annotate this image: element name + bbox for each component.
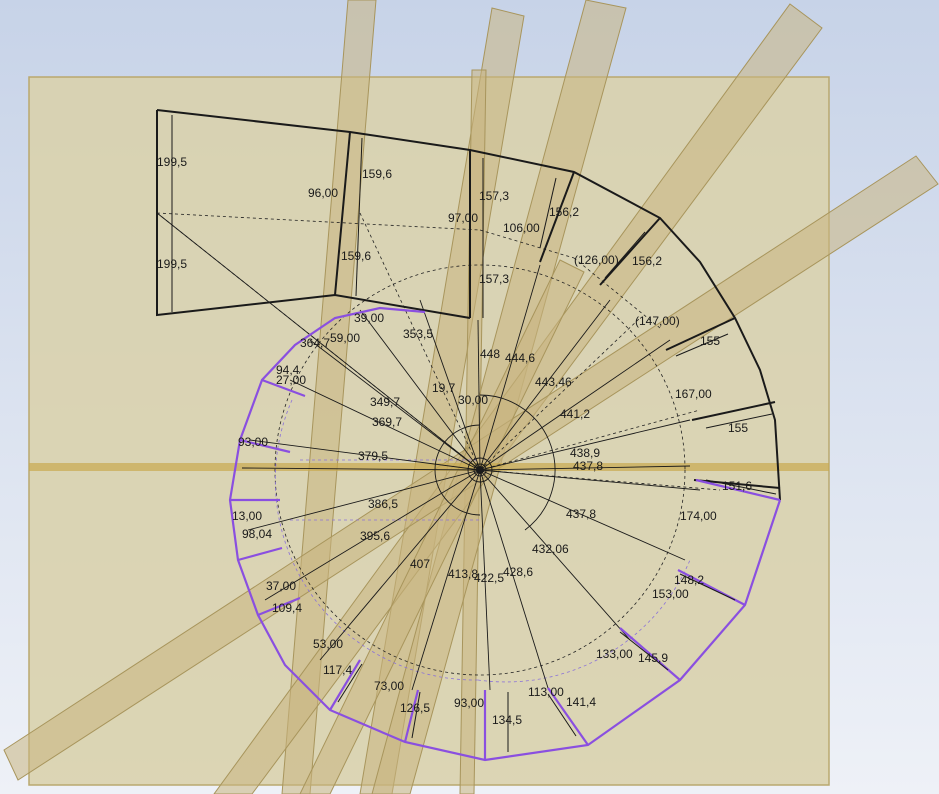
dimension-arrows [171, 115, 777, 752]
dimension-label[interactable]: 53,00 [313, 637, 343, 651]
dimension-label[interactable]: 157,3 [479, 189, 509, 203]
dimension-label[interactable]: 93,00 [454, 696, 484, 710]
dimension-label[interactable]: 167,00 [675, 387, 712, 401]
dimension-label[interactable]: 199,5 [157, 257, 187, 271]
dimension-label[interactable]: 199,5 [157, 155, 187, 169]
stringer-plane[interactable] [299, 259, 585, 794]
dimension-label[interactable]: 106,00 [503, 221, 540, 235]
dimension-label[interactable]: 159,6 [341, 249, 371, 263]
dimension-label[interactable]: 448 [480, 347, 500, 361]
dimension-label[interactable]: 59,00 [330, 331, 360, 345]
dimension-label[interactable]: 13,00 [232, 509, 262, 523]
work-axis-band [29, 463, 829, 471]
dimension-label[interactable]: 379,5 [358, 449, 388, 463]
stringer-plane[interactable] [281, 0, 377, 794]
stair-center-point[interactable] [476, 466, 484, 474]
dimension-label[interactable]: 422,5 [474, 571, 504, 585]
dimension-label[interactable]: 364,7 [300, 336, 330, 350]
dimension-label[interactable]: 437,8 [566, 507, 596, 521]
dimension-label[interactable]: (147,00) [635, 314, 680, 328]
dimension-label[interactable]: 30,00 [458, 393, 488, 407]
dimension-label[interactable]: 93,00 [238, 435, 268, 449]
dimension-label[interactable]: 126,5 [400, 701, 430, 715]
dimension-label[interactable]: 159,6 [362, 167, 392, 181]
dimension-label[interactable]: 432,06 [532, 542, 569, 556]
dimension-label[interactable]: 428,6 [503, 565, 533, 579]
dimension-label[interactable]: 145,9 [638, 651, 668, 665]
dimension-label[interactable]: 27,00 [276, 373, 306, 387]
dimension-label[interactable]: 353,5 [403, 327, 433, 341]
dimension-label[interactable]: 407 [410, 557, 430, 571]
dimension-label[interactable]: 349,7 [370, 395, 400, 409]
dimension-label[interactable]: 94,4 [276, 363, 300, 377]
dimension-label[interactable]: 155 [728, 421, 748, 435]
dimension-label[interactable]: 96,00 [308, 186, 338, 200]
dimension-label[interactable]: 386,5 [368, 497, 398, 511]
purple-construction [274, 399, 691, 683]
dimension-label[interactable]: 155 [700, 334, 720, 348]
dimension-label[interactable]: 113,00 [528, 685, 564, 699]
dimension-label[interactable]: 19,7 [432, 381, 456, 395]
dimension-label[interactable]: 141,4 [566, 695, 596, 709]
dimension-label[interactable]: 134,5 [492, 713, 522, 727]
dimension-label[interactable]: 413,8 [448, 567, 478, 581]
dimension-label[interactable]: 437,8 [573, 459, 603, 473]
dimension-label[interactable]: 369,7 [372, 415, 402, 429]
dimension-label[interactable]: (126,00) [574, 253, 619, 267]
radial-dimension-lines [156, 212, 701, 691]
dimension-label[interactable]: 37,00 [266, 579, 296, 593]
dimension-label[interactable]: 153,00 [652, 587, 689, 601]
dimension-label[interactable]: 157,3 [479, 272, 509, 286]
dimension-label[interactable]: 148,2 [674, 573, 704, 587]
dimension-label[interactable]: 117,4 [323, 663, 352, 677]
dimension-label[interactable]: 109,4 [272, 601, 302, 615]
dimension-label[interactable]: 98,04 [242, 527, 272, 541]
dimension-label[interactable]: 156,2 [632, 254, 662, 268]
dimension-labels: 199,5 199,5 159,6 159,6 96,00 157,3 157,… [157, 155, 752, 727]
dimension-label[interactable]: 174,00 [680, 509, 717, 523]
dimension-label[interactable]: 39,00 [354, 311, 384, 325]
dimension-label[interactable]: 73,00 [374, 679, 404, 693]
black-sketch-profile [156, 109, 781, 501]
dimension-label[interactable]: 438,9 [570, 446, 600, 460]
dimension-label[interactable]: 444,6 [505, 351, 535, 365]
dimension-label[interactable]: 133,00 [596, 647, 633, 661]
dimension-label[interactable]: 97,00 [448, 211, 478, 225]
dimension-label[interactable]: 156,2 [549, 205, 579, 219]
dimension-label[interactable]: 395,6 [360, 529, 390, 543]
dimension-label[interactable]: 443,46 [535, 375, 572, 389]
dimension-label[interactable]: 441,2 [560, 407, 590, 421]
dimension-label[interactable]: 151,6 [722, 479, 752, 493]
